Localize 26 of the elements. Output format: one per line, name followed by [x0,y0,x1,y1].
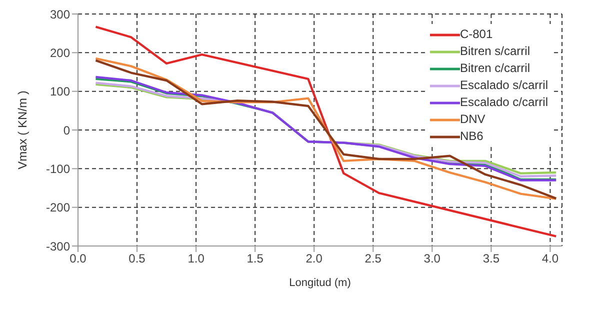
y-tick-label: -200 [46,200,70,215]
legend-label: Bitren s/carril [460,43,530,60]
legend-label: DNV [460,111,486,128]
x-tick-label: 0.5 [128,252,146,266]
legend-label: Escalado s/carril [460,77,548,94]
y-tick-label: 200 [50,46,70,60]
x-tick-label: 3.5 [482,252,500,266]
legend-label: Bitren c/carril [460,60,530,77]
legend-label: NB6 [460,128,484,145]
y-tick-label: 0 [63,123,70,138]
y-tick-label: 100 [50,84,70,99]
x-tick-label: 3.0 [424,252,441,266]
y-tick-label: 300 [50,7,70,22]
x-axis-title: Longitud (m) [289,277,351,289]
y-tick-label: -100 [46,162,70,176]
x-tick-label: 2.5 [364,252,382,266]
line-series [94,26,558,238]
legend-label: Escalado c/carril [460,94,548,111]
x-tick-label: 4.0 [542,252,559,266]
legend-label: C-801 [460,26,493,43]
x-tick-label: 1.5 [246,252,264,266]
x-tick-label: 2.0 [306,252,323,266]
x-tick-label: 1.0 [188,252,205,266]
y-tick-label: -300 [46,239,70,254]
x-tick-label: 0.0 [70,252,87,266]
y-axis-title: Vmax ( KN/m ) [15,90,30,170]
